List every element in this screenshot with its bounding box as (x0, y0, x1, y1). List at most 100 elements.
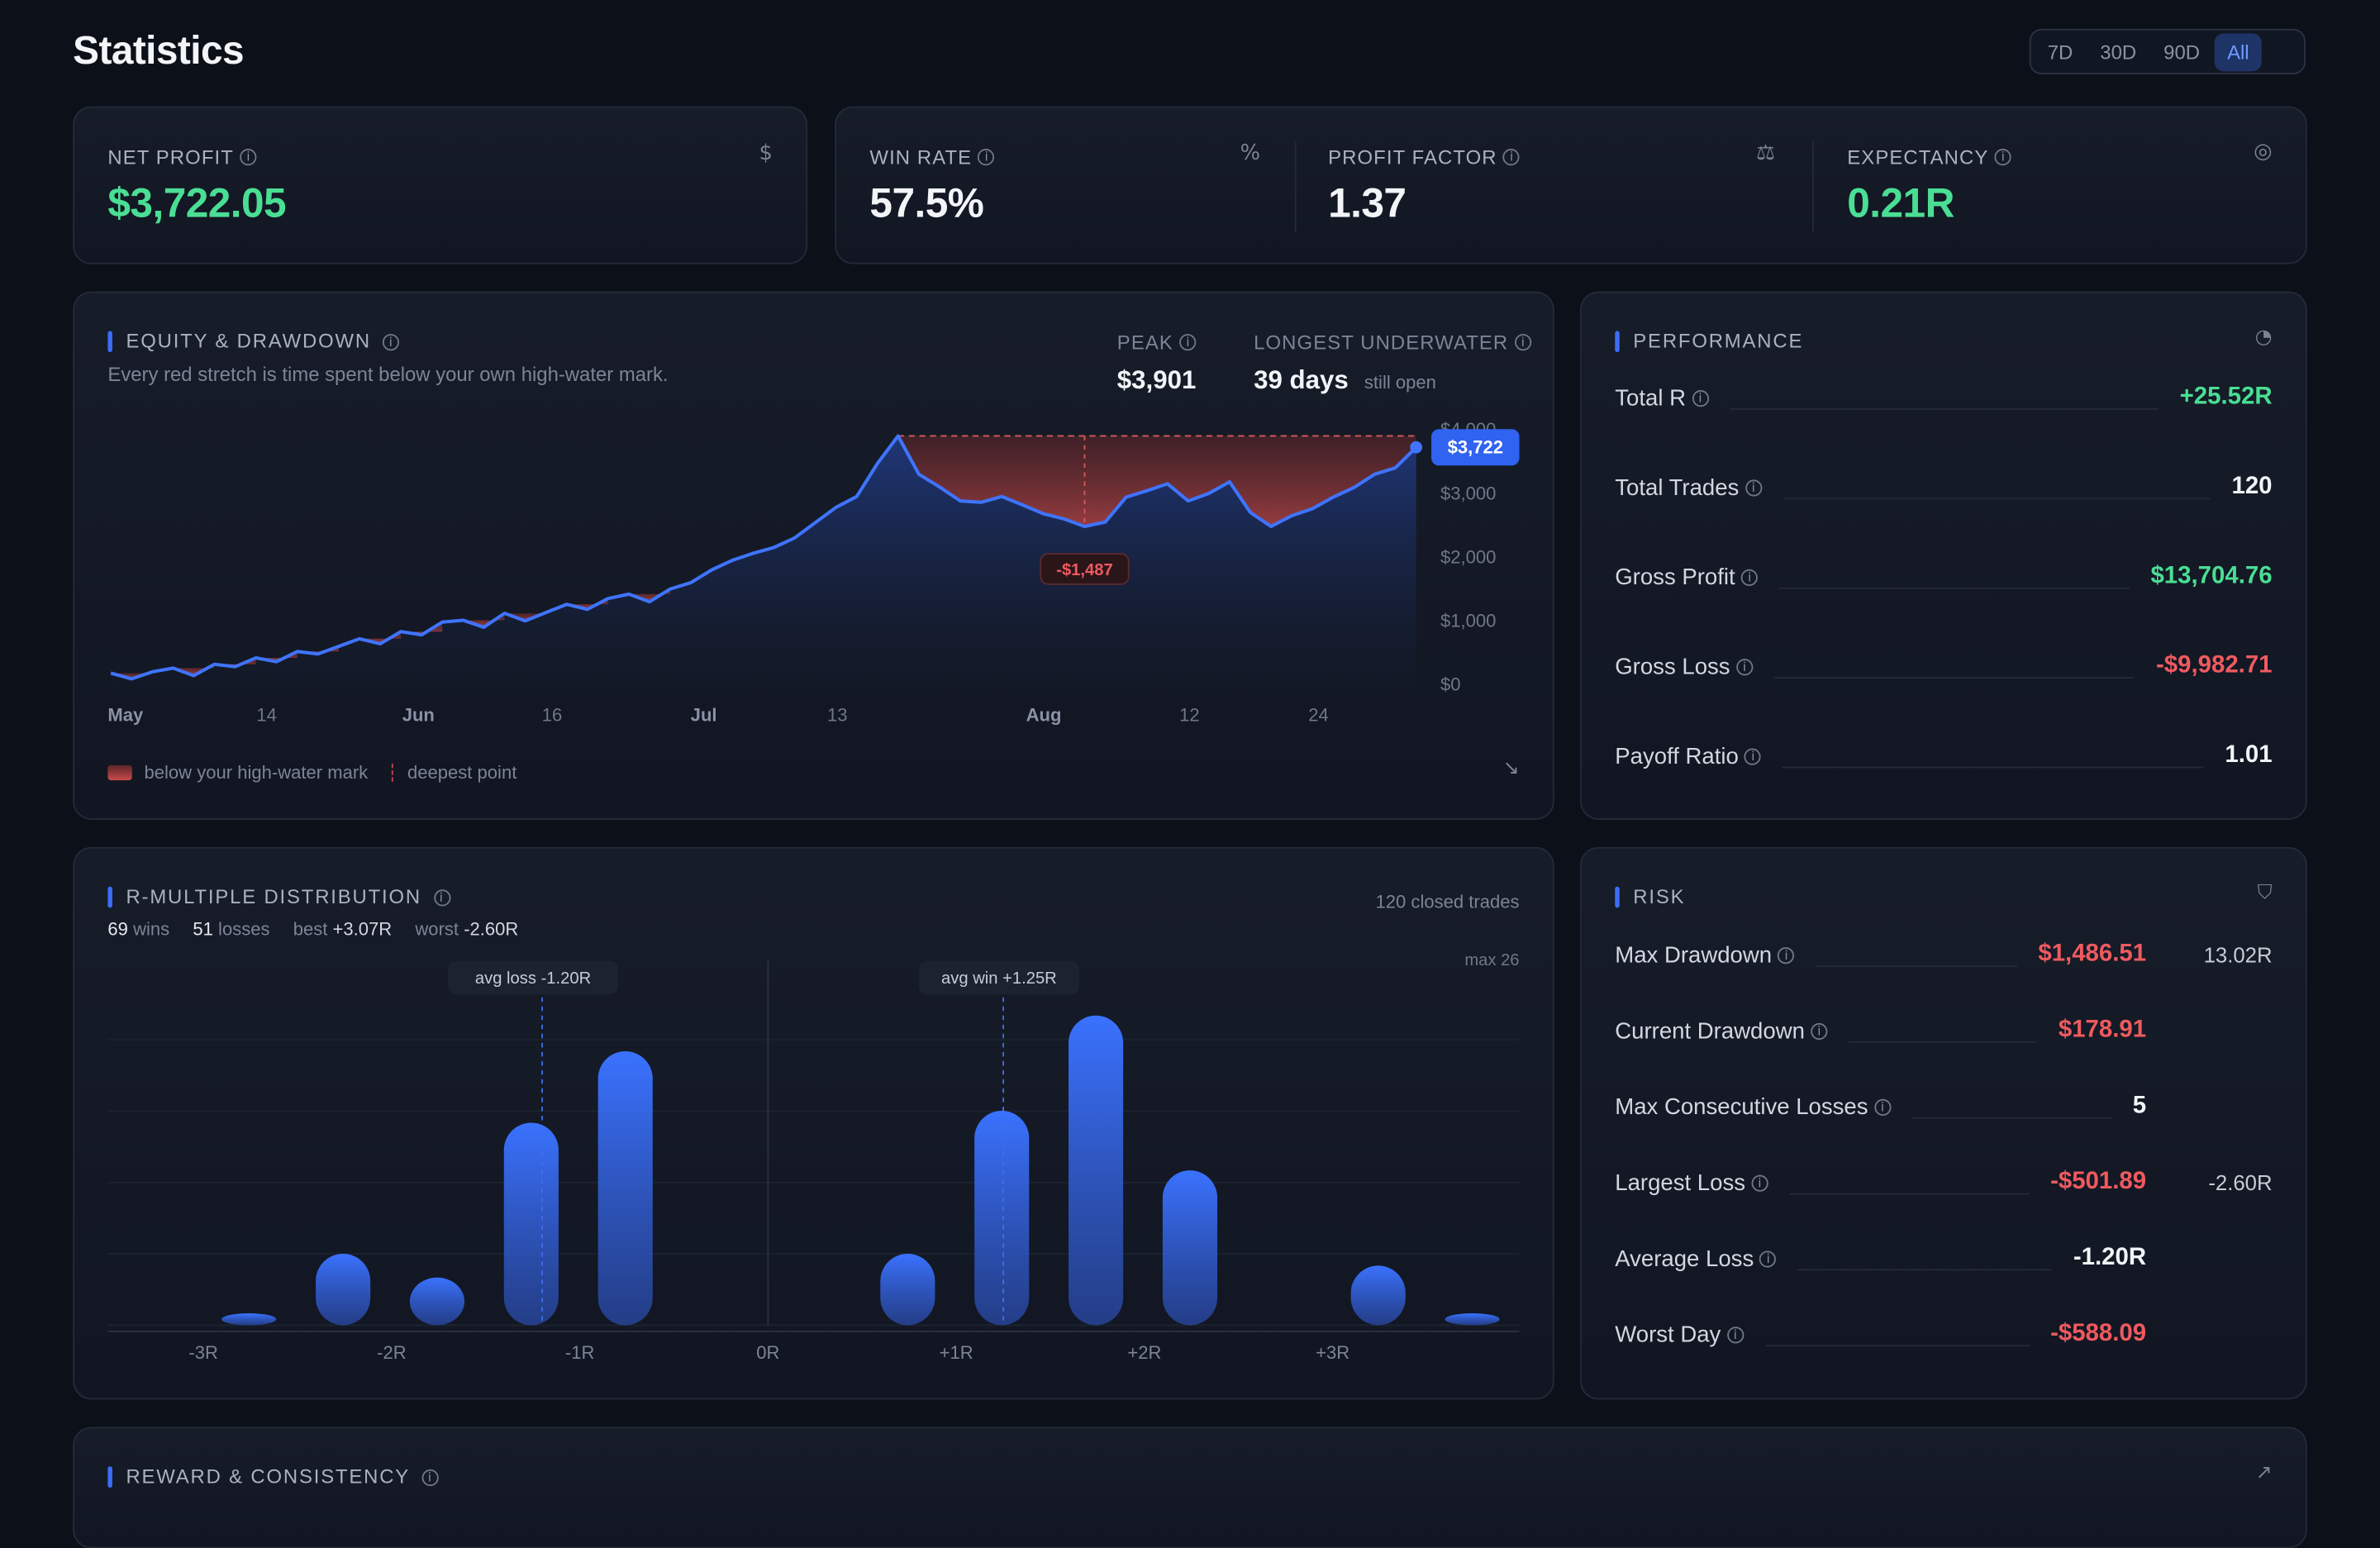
info-icon[interactable]: i (383, 334, 400, 351)
info-icon[interactable]: i (1759, 1250, 1777, 1267)
distribution-bar (316, 1253, 371, 1326)
range-all-button[interactable]: All (2215, 32, 2262, 71)
risk-row: Max Consecutive Losses i 5 (1615, 1084, 2146, 1129)
distribution-bar (221, 1313, 277, 1326)
r-distribution-chart[interactable]: avg loss -1.20R avg win +1.25R max 26 -3R -2… (74, 849, 1556, 1402)
row-leader (1911, 1095, 2112, 1118)
risk-row: Largest Loss i -$501.89 (1615, 1160, 2146, 1205)
row-value: $178.91 (2058, 1017, 2147, 1043)
distribution-title: R-MULTIPLE DISTRIBUTION (126, 884, 421, 908)
distribution-bar (409, 1277, 465, 1326)
row-label: Total Trades (1615, 474, 1740, 501)
range-90d-button[interactable]: 90D (2163, 40, 2201, 64)
info-icon[interactable]: i (433, 889, 450, 907)
row-leader (1816, 944, 2017, 967)
x-tick-label: +1R (940, 1342, 973, 1363)
x-tick-label: Jun (402, 704, 435, 725)
row-leader (1764, 1323, 2030, 1346)
risk-row: Average Loss i -1.20R (1615, 1236, 2146, 1281)
net-profit-value: $3,722.05 (107, 180, 287, 226)
info-icon[interactable]: i (1179, 334, 1197, 351)
x-tick-label: 13 (827, 704, 848, 725)
current-point (1410, 441, 1422, 454)
risk-title: RISK (1615, 885, 1685, 908)
page-title: Statistics (73, 27, 244, 74)
row-label: Average Loss (1615, 1246, 1754, 1272)
reward-title: REWARD & CONSISTENCY (126, 1465, 411, 1488)
profit-factor-label: PROFIT FACTOR (1328, 145, 1497, 169)
row-label: Largest Loss (1615, 1169, 1746, 1196)
worst-label: worst (415, 918, 459, 940)
losses-label: losses (218, 918, 270, 940)
worst-value: -2.60R (464, 918, 519, 940)
info-icon[interactable]: i (1735, 658, 1754, 675)
x-tick-label: May (107, 704, 144, 725)
info-icon[interactable]: i (1994, 149, 2011, 166)
current-value-label: $3,722 (1448, 437, 1503, 458)
range-30d-button[interactable]: 30D (2100, 40, 2137, 64)
row-leader (1849, 1019, 2038, 1042)
x-tick-label: -1R (565, 1342, 595, 1363)
row-leader (1730, 386, 2159, 409)
performance-title: PERFORMANCE (1615, 330, 1803, 353)
info-icon[interactable]: i (1873, 1098, 1892, 1116)
wins-label: wins (133, 918, 170, 940)
r-distribution-card: R-MULTIPLE DISTRIBUTION i 69 wins 51 loss… (73, 846, 1556, 1402)
info-icon[interactable]: i (978, 149, 995, 166)
info-icon[interactable]: i (1514, 334, 1531, 351)
y-tick-label: $0 (1440, 674, 1461, 695)
row-value: 5 (2132, 1093, 2147, 1119)
x-tick-label: -2R (377, 1342, 406, 1363)
row-r-multiple: 13.02R (2203, 942, 2273, 967)
target-icon: ◎ (2254, 139, 2273, 164)
info-icon[interactable]: i (1745, 479, 1762, 496)
avg-loss-badge (448, 960, 618, 995)
info-icon[interactable]: i (421, 1469, 439, 1487)
distribution-bar (1162, 1170, 1218, 1326)
deepest-badge-label: -$1,487 (1056, 561, 1112, 579)
performance-card: PERFORMANCE ◔ Total R i +25.52R Total Trade… (1580, 291, 2307, 820)
underwater-value: 39 days (1254, 365, 1349, 395)
info-icon[interactable]: i (1502, 149, 1521, 166)
range-7d-button[interactable]: 7D (2047, 40, 2073, 64)
wins-count: 69 (107, 918, 128, 940)
performance-row: Total Trades i 120 (1615, 464, 2272, 510)
deepest-badge (1040, 553, 1130, 585)
peak-label: PEAK (1116, 331, 1173, 354)
row-label: Payoff Ratio (1615, 743, 1739, 769)
row-label: Gross Profit (1615, 564, 1735, 590)
ratio-kpis-card: WIN RATE i % 57.5% PROFIT FACTOR i ⚖ 1.37 … (835, 106, 2307, 264)
win-rate-value: 57.5% (869, 180, 984, 226)
closed-trades-count: 120 closed trades (1375, 891, 1520, 912)
row-value: -$588.09 (2050, 1320, 2147, 1347)
equity-title: EQUITY & DRAWDOWN (126, 329, 371, 353)
info-icon[interactable]: i (1811, 1022, 1828, 1040)
deepest-swatch (392, 763, 396, 782)
row-value: -$501.89 (2050, 1169, 2147, 1195)
info-icon[interactable]: i (1778, 946, 1795, 964)
row-leader (1783, 745, 2204, 768)
risk-row: Max Drawdown i $1,486.51 (1615, 932, 2146, 978)
row-label: Current Drawdown (1615, 1017, 1805, 1044)
gauge-icon: ◔ (2254, 326, 2273, 350)
net-profit-card: NET PROFIT i $ $3,722.05 (73, 106, 808, 264)
equity-chart[interactable]: -$1,487$4,000$3,000$2,000$1,000$0$3,722M… (74, 293, 1556, 821)
drawdown-swatch (107, 764, 132, 781)
info-icon[interactable]: i (1726, 1326, 1744, 1343)
x-tick-label: Aug (1026, 704, 1062, 725)
profit-factor-value: 1.37 (1328, 180, 1407, 226)
x-tick-label: 24 (1308, 704, 1329, 725)
drawdown-region (401, 622, 443, 636)
info-icon[interactable]: i (1745, 747, 1762, 764)
performance-row: Total R i +25.52R (1615, 375, 2272, 421)
info-icon[interactable]: i (1751, 1174, 1768, 1191)
info-icon[interactable]: i (1741, 568, 1759, 586)
x-tick-label: +2R (1127, 1342, 1161, 1363)
info-icon[interactable]: i (240, 149, 257, 166)
row-leader (1789, 1171, 2030, 1194)
drawdown-region (628, 588, 671, 603)
info-icon[interactable]: i (1692, 389, 1709, 407)
distribution-bar (1069, 1015, 1124, 1326)
trend-down-icon: ↘ (1502, 757, 1520, 781)
row-value: 120 (2231, 474, 2273, 500)
